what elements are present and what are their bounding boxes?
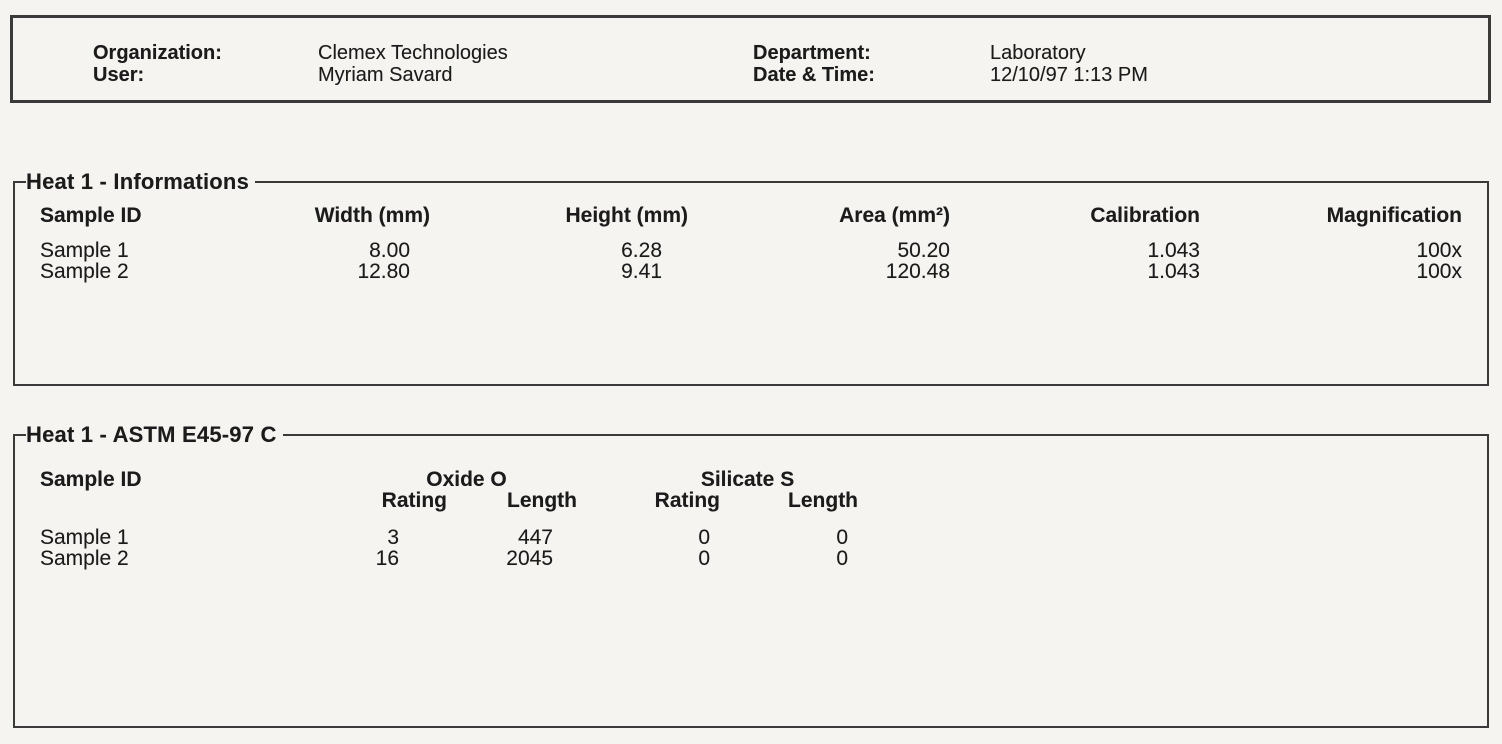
section-informations: Heat 1 - Informations Sample ID Width (m… (13, 169, 1489, 386)
organization-value: Clemex Technologies (318, 42, 508, 64)
cell-oxide-rating: 3 (387, 526, 399, 549)
group-header-oxide: Oxide O (426, 468, 507, 491)
cell-height: 9.41 (621, 260, 662, 283)
informations-header-row: Sample ID Width (mm) Height (mm) Area (m… (40, 205, 1462, 240)
cell-height: 6.28 (621, 239, 662, 262)
datetime-value: 12/10/97 1:13 PM (990, 64, 1148, 86)
organization-label: Organization: (93, 42, 222, 64)
cell-magnification: 100x (1416, 260, 1462, 283)
department-value: Laboratory (990, 42, 1086, 64)
group-header-silicate: Silicate S (700, 468, 795, 491)
table-row: Sample 2 12.80 9.41 120.48 1.043 100x (40, 261, 1462, 282)
cell-silicate-rating: 0 (698, 547, 710, 570)
table-row: Sample 2 16 2045 0 0 (40, 548, 858, 569)
informations-table: Sample ID Width (mm) Height (mm) Area (m… (40, 205, 1462, 282)
cell-width: 12.80 (357, 260, 410, 283)
column-header-silicate-length: Length (788, 489, 859, 512)
column-header-area: Area (mm²) (839, 204, 950, 227)
table-row: Sample 1 3 447 0 0 (40, 527, 858, 548)
user-label: User: (93, 64, 145, 86)
header-right-column: Department: Laboratory Date & Time: 12/1… (753, 42, 1453, 86)
cell-silicate-length: 0 (836, 547, 849, 570)
section-informations-legend: Heat 1 - Informations (13, 169, 1489, 194)
legend-tick (13, 181, 26, 183)
column-header-sample-id: Sample ID (40, 468, 142, 491)
cell-oxide-rating: 16 (375, 547, 399, 570)
department-row: Department: Laboratory (753, 42, 1453, 64)
column-header-height: Height (mm) (565, 204, 689, 227)
section-astm-legend: Heat 1 - ASTM E45-97 C (13, 422, 1489, 447)
cell-magnification: 100x (1416, 239, 1462, 262)
cell-sample-id: Sample 1 (40, 526, 129, 549)
cell-area: 120.48 (885, 260, 950, 283)
datetime-label: Date & Time: (753, 64, 875, 86)
legend-line (282, 434, 1489, 436)
section-title: Heat 1 - ASTM E45-97 C (26, 422, 277, 447)
cell-calibration: 1.043 (1147, 260, 1200, 283)
column-header-magnification: Magnification (1326, 204, 1462, 227)
datetime-row: Date & Time: 12/10/97 1:13 PM (753, 64, 1453, 86)
astm-subheader-row: Rating Length Rating Length (40, 490, 858, 527)
header-left-column: Organization: Clemex Technologies User: … (93, 42, 753, 86)
column-header-width: Width (mm) (314, 204, 430, 227)
section-title: Heat 1 - Informations (26, 169, 250, 194)
department-label: Department: (753, 42, 871, 64)
user-row: User: Myriam Savard (93, 64, 753, 86)
cell-oxide-length: 2045 (506, 547, 553, 570)
section-astm: Heat 1 - ASTM E45-97 C Sample ID Oxide O… (13, 422, 1489, 728)
cell-calibration: 1.043 (1147, 239, 1200, 262)
cell-sample-id: Sample 2 (40, 547, 129, 570)
table-row: Sample 1 8.00 6.28 50.20 1.043 100x (40, 240, 1462, 261)
cell-oxide-length: 447 (517, 526, 553, 549)
cell-sample-id: Sample 2 (40, 260, 129, 283)
cell-width: 8.00 (369, 239, 410, 262)
column-header-sample-id: Sample ID (40, 204, 142, 227)
cell-sample-id: Sample 1 (40, 239, 129, 262)
astm-table: Sample ID Oxide O Silicate S Rating Leng… (40, 466, 858, 569)
column-header-calibration: Calibration (1090, 204, 1200, 227)
column-header-oxide-rating: Rating (381, 489, 447, 512)
astm-group-header-row: Sample ID Oxide O Silicate S (40, 466, 858, 490)
column-header-silicate-rating: Rating (654, 489, 720, 512)
empty-header-cell (40, 490, 310, 527)
user-value: Myriam Savard (318, 64, 453, 86)
cell-area: 50.20 (897, 239, 950, 262)
cell-silicate-length: 0 (836, 526, 849, 549)
organization-row: Organization: Clemex Technologies (93, 42, 753, 64)
column-header-oxide-length: Length (507, 489, 577, 512)
cell-silicate-rating: 0 (698, 526, 710, 549)
report-header-box: Organization: Clemex Technologies User: … (10, 15, 1491, 103)
legend-tick (13, 434, 26, 436)
legend-line (255, 181, 1489, 183)
